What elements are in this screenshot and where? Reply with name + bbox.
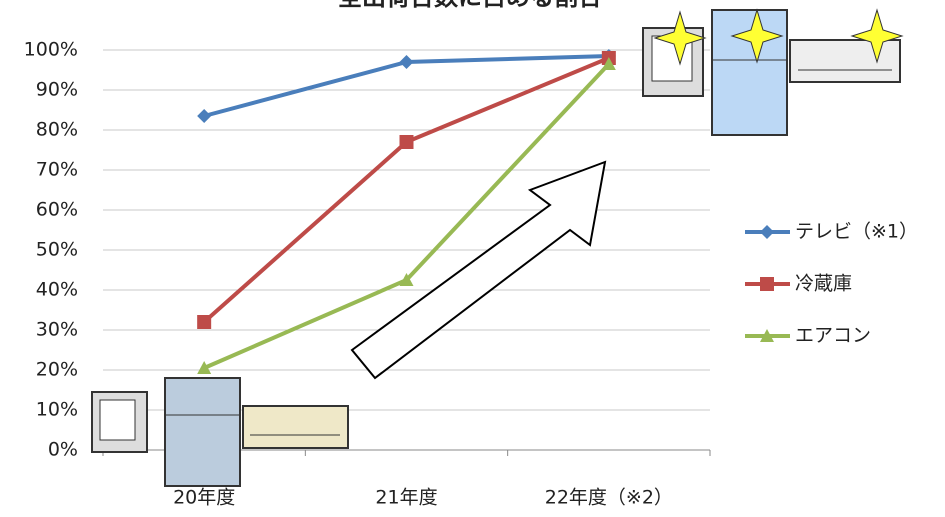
y-tick-label: 70% bbox=[36, 159, 78, 181]
marker bbox=[760, 329, 774, 342]
y-tick-label: 50% bbox=[36, 239, 78, 261]
y-tick-label: 40% bbox=[36, 279, 78, 301]
marker bbox=[197, 315, 212, 329]
trend-arrow bbox=[350, 160, 607, 380]
marker bbox=[197, 361, 212, 374]
legend-label: エアコン bbox=[795, 325, 871, 347]
marker bbox=[760, 277, 774, 291]
y-tick-label: 0% bbox=[48, 439, 78, 461]
legend-label: 冷蔵庫 bbox=[795, 273, 852, 295]
appliances-before bbox=[91, 377, 349, 487]
marker bbox=[601, 57, 616, 70]
y-tick-label: 60% bbox=[36, 199, 78, 221]
legend-label: テレビ（※1） bbox=[795, 221, 918, 243]
y-tick-label: 20% bbox=[36, 359, 78, 381]
y-tick-label: 30% bbox=[36, 319, 78, 341]
y-tick-label: 90% bbox=[36, 79, 78, 101]
marker bbox=[399, 135, 414, 149]
marker bbox=[197, 109, 212, 123]
y-tick-label: 10% bbox=[36, 399, 78, 421]
appliances-after bbox=[642, 8, 904, 136]
plot-area: 0% 10% 20% 30% 40% 50% 60% 70% 80% 90% 100% 20年度 21年… bbox=[24, 39, 918, 509]
y-tick-label: 80% bbox=[36, 119, 78, 141]
x-tick-label: 22年度（※2） bbox=[545, 487, 673, 509]
marker bbox=[760, 225, 774, 239]
x-tick-label: 20年度 bbox=[173, 487, 235, 509]
marker bbox=[399, 55, 414, 69]
y-tick-label: 100% bbox=[24, 39, 78, 61]
x-tick-label: 21年度 bbox=[375, 487, 437, 509]
chart-title: 全出荷台数に占める割合 bbox=[337, 0, 603, 11]
marker bbox=[399, 273, 414, 286]
